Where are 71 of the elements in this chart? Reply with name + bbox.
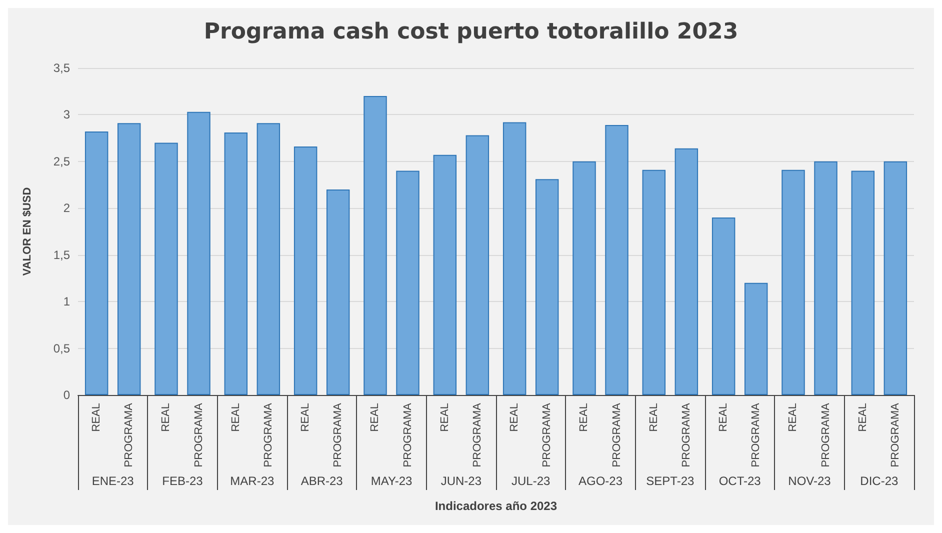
- text: PROGRAMA: [332, 403, 344, 468]
- bar: [117, 123, 141, 395]
- y-tick-label: 1: [63, 294, 70, 309]
- bar: [187, 112, 210, 395]
- text: PROGRAMA: [262, 403, 274, 468]
- text: REAL: [300, 403, 312, 432]
- bar: [396, 170, 420, 395]
- bar: [466, 135, 490, 395]
- y-tick-label: 3: [63, 108, 70, 122]
- x-tick-label: SEPT-23: [646, 474, 694, 488]
- text: PROGRAMA: [750, 403, 762, 468]
- text: PROGRAMA: [402, 403, 414, 468]
- x-tick-label: DIC-23: [860, 474, 898, 488]
- bar: [535, 179, 559, 395]
- y-axis-title: VALOR EN $USD: [22, 187, 34, 276]
- x-tick-label: AGO-23: [578, 474, 623, 488]
- text: REAL: [438, 403, 451, 432]
- text: REAL: [578, 403, 590, 432]
- bar: [814, 161, 838, 395]
- text: REAL: [369, 403, 382, 432]
- text: PROGRAMA: [610, 403, 623, 468]
- bar: [154, 142, 178, 395]
- bar: [256, 123, 280, 395]
- bar: [605, 124, 628, 395]
- text: PROGRAMA: [541, 403, 554, 468]
- text: PROGRAMA: [820, 403, 832, 468]
- text: REAL: [160, 403, 172, 432]
- y-tick-label: 2: [63, 201, 70, 216]
- y-tick-label: 0,5: [53, 341, 70, 356]
- bar: [224, 132, 248, 395]
- bar: [642, 170, 666, 395]
- bar: [884, 161, 908, 395]
- text: PROGRAMA: [471, 403, 484, 468]
- bar: [674, 148, 698, 395]
- y-tick-label: 3,5: [53, 61, 70, 75]
- text: REAL: [508, 403, 521, 432]
- chart-title: Programa cash cost puerto totoralillo 2023: [204, 20, 738, 44]
- x-tick-label: MAR-23: [230, 474, 274, 488]
- y-tick-label: 2,5: [53, 154, 70, 168]
- x-tick-label: MAY-23: [370, 474, 412, 488]
- y-tick-label: 0: [63, 388, 70, 402]
- text: REAL: [90, 403, 103, 432]
- text: PROGRAMA: [680, 403, 692, 468]
- x-tick-label: FEB-23: [162, 474, 204, 488]
- bar: [364, 96, 387, 395]
- bar: [294, 146, 318, 395]
- bar: [326, 189, 350, 395]
- text: REAL: [718, 403, 730, 432]
- bar: [851, 170, 875, 395]
- bar: [502, 122, 526, 395]
- x-tick-label: JUN-23: [440, 474, 482, 488]
- bar: [744, 282, 768, 395]
- x-tick-label: ENE-23: [92, 474, 134, 488]
- text: PROGRAMA: [889, 403, 902, 468]
- bar: [572, 161, 596, 395]
- text: REAL: [648, 403, 660, 432]
- bar: [782, 170, 805, 395]
- text: REAL: [230, 403, 242, 432]
- y-tick-label: 1,5: [53, 248, 70, 262]
- x-tick-label: NOV-23: [788, 474, 832, 488]
- x-tick-label: OCT-23: [718, 474, 762, 488]
- x-tick-label: ABR-23: [300, 474, 344, 488]
- x-tick-label: JUL-23: [511, 474, 550, 488]
- text: PROGRAMA: [123, 402, 136, 468]
- bar: [712, 217, 736, 395]
- bar: [84, 132, 108, 395]
- text: REAL: [787, 403, 800, 432]
- text: REAL: [856, 403, 869, 432]
- x-axis-title: Indicadores año 2023: [434, 499, 558, 513]
- text: PROGRAMA: [192, 403, 205, 468]
- bar: [433, 154, 457, 395]
